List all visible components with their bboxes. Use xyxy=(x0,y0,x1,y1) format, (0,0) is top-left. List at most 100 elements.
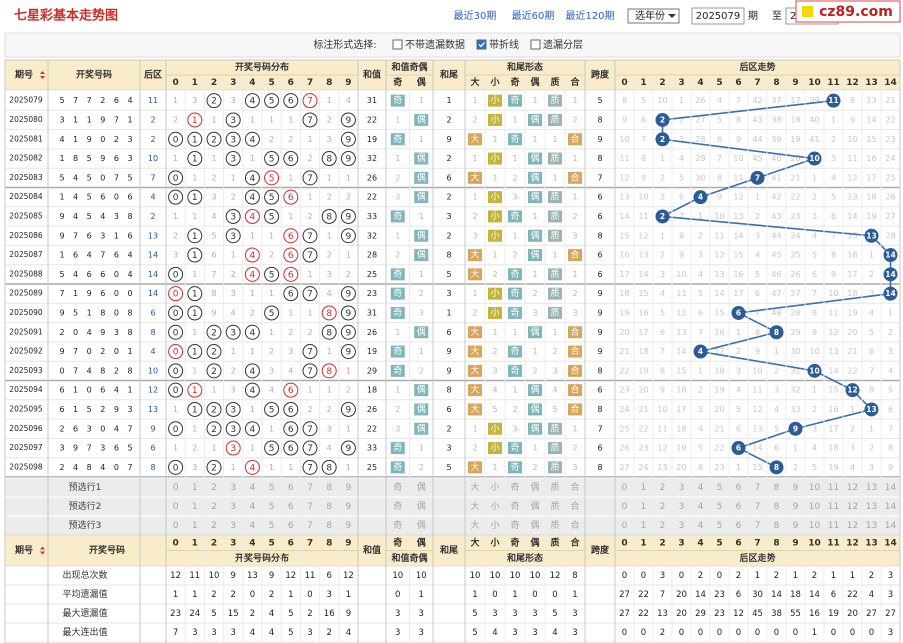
preselect-cell[interactable]: 12 xyxy=(847,521,858,531)
preselect-cell[interactable]: 6 xyxy=(288,483,294,493)
preselect-cell[interactable]: 4 xyxy=(698,521,704,531)
preselect-cell[interactable]: 10 xyxy=(809,502,821,512)
preselect-cell[interactable]: 6 xyxy=(288,521,294,531)
preselect-cell[interactable]: 0 xyxy=(173,483,179,493)
preselect-cell[interactable]: 0 xyxy=(622,483,628,493)
preselect-cell[interactable]: 9 xyxy=(346,521,352,531)
preselect-cell[interactable]: 8 xyxy=(326,483,332,493)
preselect-cell[interactable]: 5 xyxy=(717,521,723,531)
year-select[interactable] xyxy=(627,8,680,24)
preselect-cell[interactable]: 7 xyxy=(755,502,761,512)
preselect-cell[interactable]: 质 xyxy=(550,481,559,493)
preselect-cell[interactable]: 2 xyxy=(660,521,666,531)
checkbox-label[interactable]: 不带遗漏数据 xyxy=(405,38,465,51)
preselect-cell[interactable]: 10 xyxy=(809,521,821,531)
preselect-cell[interactable]: 奇 xyxy=(393,500,402,512)
preselect-cell[interactable]: 12 xyxy=(847,502,858,512)
preselect-cell[interactable]: 4 xyxy=(250,521,256,531)
preselect-cell[interactable]: 8 xyxy=(774,502,780,512)
preselect-cell[interactable]: 8 xyxy=(774,521,780,531)
preselect-cell[interactable]: 偶 xyxy=(530,519,539,531)
preselect-cell[interactable]: 8 xyxy=(326,502,332,512)
preselect-cell[interactable]: 合 xyxy=(570,500,579,512)
preselect-cell[interactable]: 3 xyxy=(679,521,685,531)
preselect-cell[interactable]: 9 xyxy=(346,502,352,512)
preselect-cell[interactable]: 5 xyxy=(717,502,723,512)
preselect-cell[interactable]: 14 xyxy=(885,521,897,531)
preselect-cell[interactable]: 3 xyxy=(230,483,236,493)
preselect-cell[interactable]: 合 xyxy=(570,519,579,531)
preselect-cell[interactable]: 偶 xyxy=(417,481,426,493)
preselect-cell[interactable]: 2 xyxy=(211,483,217,493)
preselect-cell[interactable]: 6 xyxy=(736,483,742,493)
preselect-cell[interactable]: 7 xyxy=(755,521,761,531)
checkbox[interactable] xyxy=(392,39,403,50)
preselect-cell[interactable]: 4 xyxy=(698,502,704,512)
preselect-cell[interactable]: 偶 xyxy=(530,481,539,493)
period-link[interactable]: 最近120期 xyxy=(565,9,614,22)
preselect-cell[interactable]: 9 xyxy=(793,483,799,493)
preselect-cell[interactable]: 1 xyxy=(192,521,198,531)
preselect-cell[interactable]: 14 xyxy=(885,502,897,512)
preselect-cell[interactable]: 2 xyxy=(660,483,666,493)
preselect-cell[interactable]: 5 xyxy=(269,483,275,493)
preselect-cell[interactable]: 合 xyxy=(570,481,579,493)
preselect-cell[interactable]: 11 xyxy=(828,502,839,512)
preselect-cell[interactable]: 偶 xyxy=(417,519,426,531)
year-select-text[interactable]: 选年份 xyxy=(635,9,665,22)
preselect-cell[interactable]: 0 xyxy=(622,521,628,531)
preselect-cell[interactable]: 质 xyxy=(550,519,559,531)
preselect-cell[interactable]: 14 xyxy=(885,483,897,493)
preselect-cell[interactable]: 6 xyxy=(736,502,742,512)
preselect-cell[interactable]: 3 xyxy=(230,521,236,531)
preselect-cell[interactable]: 13 xyxy=(866,502,877,512)
preselect-cell[interactable]: 奇 xyxy=(510,481,519,493)
preselect-cell[interactable]: 6 xyxy=(288,502,294,512)
period-link[interactable]: 最近30期 xyxy=(454,9,497,22)
preselect-cell[interactable]: 2 xyxy=(211,521,217,531)
preselect-cell[interactable]: 1 xyxy=(641,521,647,531)
preselect-cell[interactable]: 1 xyxy=(192,502,198,512)
preselect-cell[interactable]: 7 xyxy=(307,521,313,531)
preselect-cell[interactable]: 0 xyxy=(173,521,179,531)
preselect-cell[interactable]: 5 xyxy=(269,502,275,512)
preselect-cell[interactable]: 3 xyxy=(679,502,685,512)
preselect-cell[interactable]: 小 xyxy=(490,482,499,493)
preselect-cell[interactable]: 1 xyxy=(192,483,198,493)
preselect-cell[interactable]: 9 xyxy=(793,502,799,512)
start-input[interactable] xyxy=(691,7,745,25)
preselect-cell[interactable]: 5 xyxy=(269,521,275,531)
preselect-cell[interactable]: 2 xyxy=(660,502,666,512)
preselect-cell[interactable]: 5 xyxy=(717,483,723,493)
preselect-cell[interactable]: 奇 xyxy=(393,481,402,493)
preselect-cell[interactable]: 9 xyxy=(346,483,352,493)
preselect-cell[interactable]: 0 xyxy=(173,502,179,512)
period-link[interactable]: 最近60期 xyxy=(512,9,555,22)
preselect-cell[interactable]: 11 xyxy=(828,483,839,493)
preselect-cell[interactable]: 6 xyxy=(736,521,742,531)
preselect-cell[interactable]: 奇 xyxy=(510,519,519,531)
preselect-cell[interactable]: 8 xyxy=(326,521,332,531)
preselect-cell[interactable]: 13 xyxy=(866,483,877,493)
preselect-cell[interactable]: 7 xyxy=(307,483,313,493)
preselect-cell[interactable]: 大 xyxy=(470,481,479,493)
preselect-cell[interactable]: 3 xyxy=(230,502,236,512)
preselect-cell[interactable]: 小 xyxy=(490,501,499,512)
preselect-cell[interactable]: 11 xyxy=(828,521,839,531)
preselect-cell[interactable]: 9 xyxy=(793,521,799,531)
preselect-cell[interactable]: 4 xyxy=(698,483,704,493)
preselect-cell[interactable]: 4 xyxy=(250,483,256,493)
checkbox-label[interactable]: 带折线 xyxy=(489,38,519,51)
preselect-cell[interactable]: 大 xyxy=(470,500,479,512)
preselect-cell[interactable]: 2 xyxy=(211,502,217,512)
preselect-cell[interactable]: 13 xyxy=(866,521,877,531)
preselect-cell[interactable]: 8 xyxy=(774,483,780,493)
checkbox-label[interactable]: 遗漏分层 xyxy=(543,38,583,51)
preselect-cell[interactable]: 7 xyxy=(755,483,761,493)
preselect-cell[interactable]: 奇 xyxy=(510,500,519,512)
preselect-cell[interactable]: 10 xyxy=(809,483,821,493)
preselect-cell[interactable]: 1 xyxy=(641,483,647,493)
preselect-cell[interactable]: 3 xyxy=(679,483,685,493)
checkbox[interactable] xyxy=(476,39,487,50)
preselect-cell[interactable]: 小 xyxy=(490,520,499,531)
